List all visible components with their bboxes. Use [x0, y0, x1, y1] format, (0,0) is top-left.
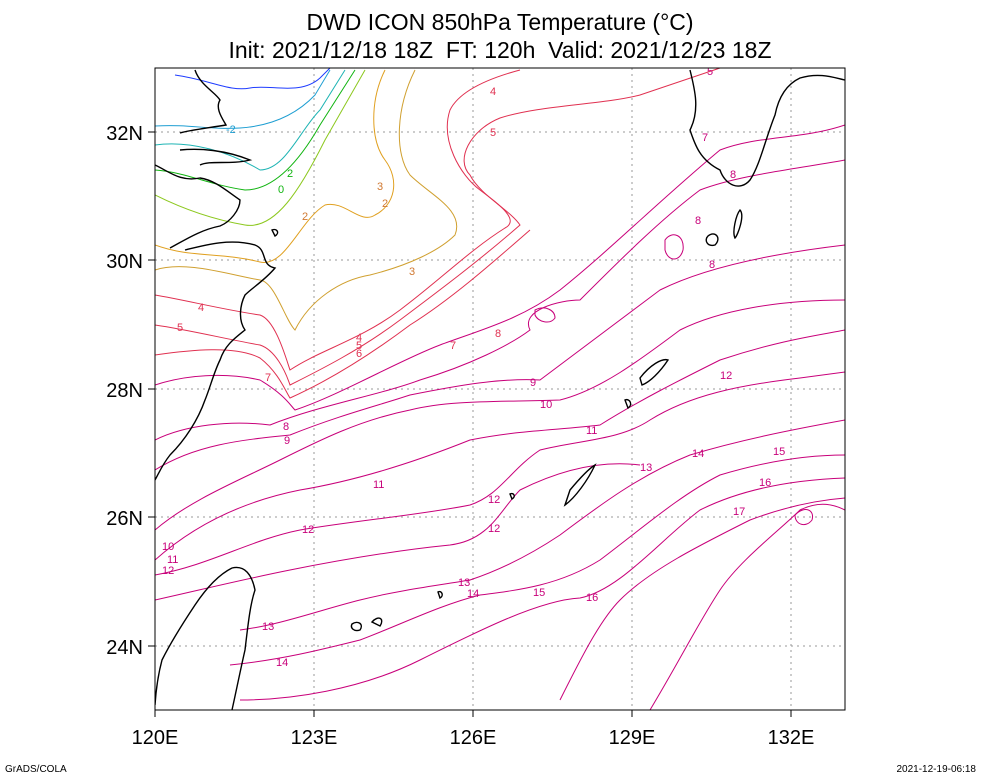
contour-label-16: 16 [759, 477, 771, 489]
contour-label-12b: 12 [488, 523, 500, 535]
contour-label-1: 2 [287, 168, 293, 180]
contour-label-12: 12 [488, 494, 500, 506]
contour-labels: -2 2 0 3 2 2 3 4 5 4 5 4 5 6 7 8 7 9 10 … [162, 66, 785, 669]
lat-label-32n: 32N [106, 123, 143, 145]
coastlines [155, 69, 845, 710]
isotherm-13 [239, 419, 845, 631]
isotherm-2 [155, 69, 395, 263]
contour-label-5c: 5 [356, 340, 362, 352]
contour-label-14b: 14 [467, 588, 479, 600]
isotherm-0 [155, 69, 356, 191]
isotherm-11 [155, 329, 845, 561]
contour-label-13b: 13 [458, 577, 470, 589]
contour-label-4b: 4 [198, 302, 204, 314]
contour-label-16b: 16 [586, 592, 598, 604]
contour-label-7: 7 [450, 340, 456, 352]
contour-label-9: 9 [530, 377, 536, 389]
contour-label-8c: 8 [695, 215, 701, 227]
isotherm-minus2b [155, 69, 331, 129]
isotherm-5 [155, 68, 721, 386]
contour-label-5d: 5 [707, 66, 713, 78]
chart-title: DWD ICON 850hPa Temperature (°C) [306, 9, 694, 35]
contour-label-7c: 7 [702, 132, 708, 144]
isotherms [155, 68, 845, 710]
lat-label-28n: 28N [106, 380, 143, 402]
contour-label-4c: 4 [356, 332, 362, 344]
lon-label-129e: 129E [609, 727, 656, 749]
isotherm-minus2 [174, 68, 331, 90]
footer-timestamp: 2021-12-19-06:18 [896, 764, 976, 775]
chart-subtitle: Init: 2021/12/18 18Z FT: 120h Valid: 202… [228, 37, 772, 63]
contour-label-10b: 10 [162, 541, 174, 553]
china-coast [155, 69, 277, 481]
footer-software: GrADS/COLA [5, 764, 67, 775]
contour-label-11b: 11 [373, 479, 384, 491]
contour-label-15b: 15 [533, 587, 545, 599]
isotherm-12 [155, 371, 845, 576]
contour-label-5: 5 [490, 127, 496, 139]
contour-label-8: 8 [495, 328, 501, 340]
contour-label-2: 2 [382, 198, 388, 210]
lat-label-24n: 24N [106, 637, 143, 659]
isotherm-10 [155, 299, 845, 531]
small-islands [271, 208, 743, 632]
isotherm-17 [649, 503, 845, 710]
contour-label-5b: 5 [177, 322, 183, 334]
contour-label-12c: 12 [302, 524, 314, 536]
lat-label-30n: 30N [106, 251, 143, 273]
isotherm-8 [155, 159, 845, 441]
isotherm-12b [155, 463, 641, 601]
contour-label-7b: 7 [265, 372, 271, 384]
contour-label-14: 14 [692, 448, 704, 460]
contour-label-12d: 12 [720, 370, 732, 382]
isotherm-16 [559, 497, 845, 701]
contour-label-11c: 11 [167, 554, 178, 566]
isotherm-9 [155, 244, 845, 471]
contour-label-3b: 3 [409, 266, 415, 278]
contour-label-minus2: -2 [226, 124, 236, 136]
isotherm-3 [155, 69, 458, 331]
isotherm-minus1 [155, 69, 346, 171]
contour-label-17: 17 [733, 506, 745, 518]
isotherm-8b [664, 234, 684, 260]
contour-label-15: 15 [773, 446, 785, 458]
contour-label-2b: 2 [302, 211, 308, 223]
contour-label-13: 13 [640, 462, 652, 474]
contour-label-14c: 14 [276, 657, 288, 669]
gridlines [155, 68, 845, 710]
contour-label-4: 4 [490, 86, 496, 98]
lon-label-123e: 123E [291, 727, 338, 749]
kyushu-coast [689, 69, 845, 187]
contour-label-13c: 13 [262, 621, 274, 633]
lat-label-26n: 26N [106, 508, 143, 530]
axis-ticks [148, 131, 792, 717]
contour-label-6: 6 [356, 348, 362, 360]
isotherm-6 [155, 229, 531, 399]
contour-label-9b: 9 [284, 435, 290, 447]
isotherm-15 [239, 477, 845, 701]
isotherm-4 [155, 69, 521, 371]
contour-label-11: 11 [586, 425, 597, 437]
contour-label-3: 3 [377, 181, 383, 193]
lon-label-132e: 132E [768, 727, 815, 749]
contour-label-12e: 12 [162, 565, 174, 577]
lon-label-126e: 126E [450, 727, 497, 749]
contour-label-0: 0 [278, 184, 284, 196]
contour-label-8d: 8 [709, 259, 715, 271]
ryukyu-okinawa [563, 358, 670, 507]
lon-label-120e: 120E [132, 727, 179, 749]
isotherm-7 [155, 124, 845, 411]
isotherm-17b [794, 509, 814, 526]
taiwan-coast [155, 566, 256, 710]
isotherm-14 [229, 454, 845, 666]
isotherm-1 [155, 69, 366, 226]
contour-label-8b: 8 [283, 421, 289, 433]
isotherm-8c [534, 307, 556, 323]
contour-label-8e: 8 [730, 169, 736, 181]
contour-label-10: 10 [540, 399, 552, 411]
